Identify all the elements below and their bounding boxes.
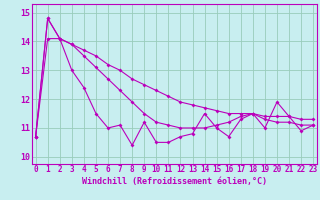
X-axis label: Windchill (Refroidissement éolien,°C): Windchill (Refroidissement éolien,°C) <box>82 177 267 186</box>
